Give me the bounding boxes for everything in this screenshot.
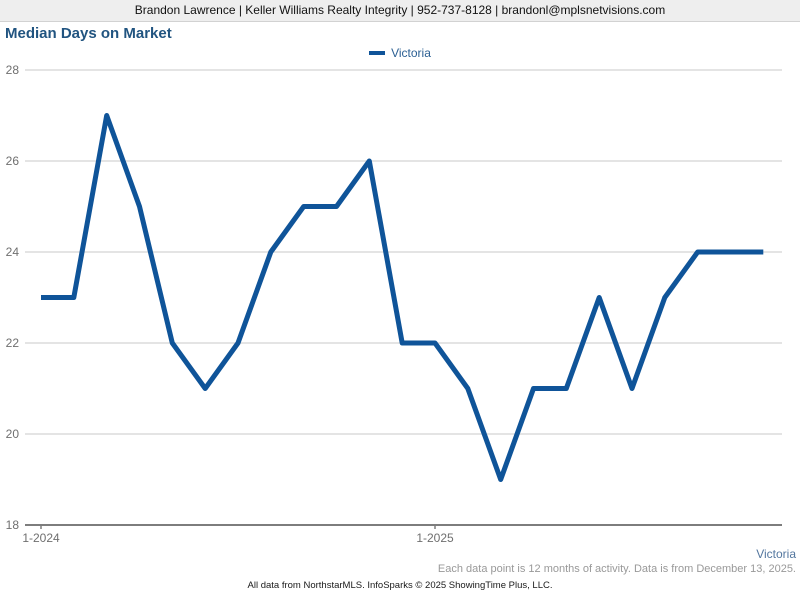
legend-line-swatch-icon <box>369 51 386 55</box>
footer-activity-note: Each data point is 12 months of activity… <box>437 563 796 575</box>
y-axis-tick-label: 18 <box>6 518 20 532</box>
y-axis-tick-label: 28 <box>6 63 20 77</box>
footer-series-label: Victoria <box>756 547 796 561</box>
legend-series-label: Victoria <box>391 46 431 60</box>
chart-legend: Victoria <box>0 46 800 60</box>
header-bar: Brandon Lawrence | Keller Williams Realt… <box>0 0 800 22</box>
y-axis-tick-label: 26 <box>6 154 20 168</box>
y-axis-tick-label: 24 <box>6 245 20 259</box>
y-axis-tick-label: 20 <box>6 427 20 441</box>
victoria-series-line[interactable] <box>41 113 764 482</box>
footer-attribution: All data from NorthstarMLS. InfoSparks ©… <box>247 580 553 591</box>
header-contact-text: Brandon Lawrence | Keller Williams Realt… <box>134 3 666 17</box>
x-axis-tick-label: 1-2025 <box>416 531 454 545</box>
y-axis-tick-label: 22 <box>6 336 20 350</box>
x-axis-tick-label: 1-2024 <box>22 531 60 545</box>
page-title: Median Days on Market <box>5 25 172 42</box>
